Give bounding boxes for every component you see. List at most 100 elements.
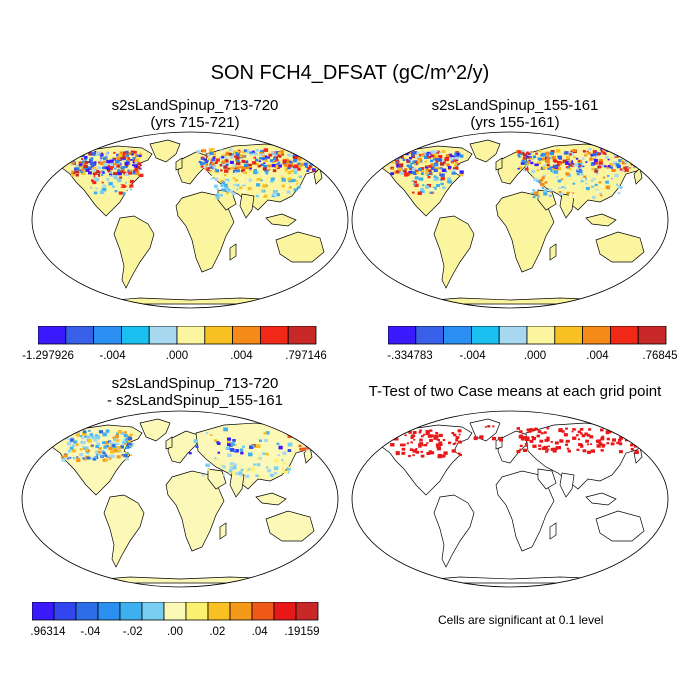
colorbar-box-1 <box>65 326 94 345</box>
colorbar-box-9 <box>287 326 317 345</box>
colorbar-box-4 <box>498 326 528 345</box>
colorbar-box-2 <box>75 602 99 621</box>
colorbar-diff-label-6: .19159 <box>284 626 320 638</box>
colorbar-box-4 <box>119 602 143 621</box>
continent-madagascar <box>219 522 227 540</box>
continent-india <box>559 472 575 498</box>
continent-europe <box>167 430 199 464</box>
colorbar-box-0 <box>388 326 417 345</box>
colorbar-case2-label-0: -.334783 <box>387 350 433 362</box>
colorbar-box-7 <box>582 326 611 345</box>
colorbar-box-11 <box>273 602 297 621</box>
colorbar-diff-label-3: .00 <box>167 626 183 638</box>
continent-se-asia-islands <box>255 492 287 506</box>
panel-title-diff-line1: s2sLandSpinup_713-720 <box>111 375 279 392</box>
continent-se-asia-islands <box>585 492 617 506</box>
continent-europe <box>497 151 529 185</box>
colorbar-diff-label-4: .02 <box>209 626 226 638</box>
continent-uk <box>175 157 183 171</box>
map-border <box>31 131 349 309</box>
colorbar-case1-label-0: -1.297926 <box>22 350 74 362</box>
continent-south-america <box>433 215 475 289</box>
map-case2 <box>351 131 669 309</box>
continent-greenland <box>469 139 501 163</box>
colorbar-box-9 <box>637 326 667 345</box>
colorbar-case2 <box>388 326 667 345</box>
colorbar-box-8 <box>207 602 231 621</box>
panel-title-ttest-line1: T-Test of two Case means at each grid po… <box>368 383 662 400</box>
continent-antarctica <box>69 297 311 305</box>
colorbar-box-0 <box>32 602 55 621</box>
continent-south-america <box>433 494 475 568</box>
colorbar-case2-label-3: .004 <box>586 350 609 362</box>
map-border <box>351 410 669 588</box>
continent-australia <box>595 510 645 542</box>
continent-uk <box>495 157 503 171</box>
continent-south-america <box>103 494 145 568</box>
colorbar-case1-label-4: .797146 <box>285 350 327 362</box>
colorbar-box-3 <box>121 326 150 345</box>
panel-title-case2-line1: s2sLandSpinup_155-161 <box>431 97 599 114</box>
continent-se-asia-islands <box>265 213 297 227</box>
continent-japan <box>313 167 323 185</box>
continent-greenland <box>139 418 171 442</box>
continent-antarctica <box>389 576 631 584</box>
colorbar-box-0 <box>38 326 67 345</box>
colorbar-box-12 <box>295 602 319 621</box>
colorbar-case2-label-2: .000 <box>523 350 547 362</box>
panel-title-case1-line2: (yrs 715-721) <box>150 114 240 131</box>
colorbar-box-9 <box>229 602 253 621</box>
colorbar-box-6 <box>554 326 584 345</box>
colorbar-box-7 <box>232 326 261 345</box>
colorbar-box-7 <box>185 602 209 621</box>
colorbar-case2-label-4: .76845 <box>642 350 678 362</box>
continent-greenland <box>149 139 181 163</box>
panel-title-case1-line1: s2sLandSpinup_713-720 <box>111 97 279 114</box>
colorbar-box-2 <box>443 326 472 345</box>
colorbar-box-5 <box>141 602 165 621</box>
continent-antarctica <box>389 297 631 305</box>
figure-title: SON FCH4_DFSAT (gC/m^2/y) <box>210 62 490 84</box>
grid-cell-pattern <box>390 148 640 199</box>
continent-north-america <box>373 424 473 496</box>
panel-title-case2-line2: (yrs 155-161) <box>470 114 560 131</box>
colorbar-case1-label-1: -.004 <box>99 350 126 362</box>
colorbar-case2-label-1: -.004 <box>459 350 486 362</box>
colorbar-box-6 <box>163 602 187 621</box>
continent-arabia <box>207 468 227 490</box>
colorbar-diff <box>32 602 319 621</box>
panel-title-ttest: T-Test of two Case means at each grid po… <box>340 383 690 400</box>
map-border <box>351 131 669 309</box>
continent-japan <box>633 167 643 185</box>
panel-title-diff-line2: - s2sLandSpinup_155-161 <box>107 392 283 409</box>
map-diff <box>21 410 339 588</box>
continent-madagascar <box>549 243 557 261</box>
panel-title-diff: s2sLandSpinup_713-720 - s2sLandSpinup_15… <box>30 375 360 409</box>
colorbar-case1-label-2: .000 <box>165 350 189 362</box>
colorbar-diff-label-0: .96314 <box>30 626 66 638</box>
continent-madagascar <box>229 243 237 261</box>
map-case1 <box>31 131 349 309</box>
colorbar-box-8 <box>259 326 289 345</box>
continent-south-america <box>113 215 155 289</box>
continent-india <box>559 193 575 219</box>
map-border <box>21 410 339 588</box>
continent-arabia <box>537 468 557 490</box>
colorbar-box-6 <box>204 326 234 345</box>
map-ttest <box>351 410 669 588</box>
colorbar-box-1 <box>53 602 77 621</box>
colorbar-case1 <box>38 326 317 345</box>
colorbar-box-2 <box>93 326 122 345</box>
colorbar-diff-label-2: -.02 <box>122 626 143 638</box>
continent-uk <box>165 436 173 450</box>
colorbar-diff-label-5: .04 <box>251 626 268 638</box>
colorbar-box-5 <box>526 326 556 345</box>
continent-india <box>229 472 245 498</box>
continent-europe <box>497 430 529 464</box>
continent-antarctica <box>59 576 301 584</box>
colorbar-box-8 <box>609 326 639 345</box>
colorbar-box-1 <box>415 326 444 345</box>
continent-australia <box>275 231 325 263</box>
colorbar-box-3 <box>471 326 500 345</box>
panel-title-case1: s2sLandSpinup_713-720 (yrs 715-721) <box>30 97 360 131</box>
